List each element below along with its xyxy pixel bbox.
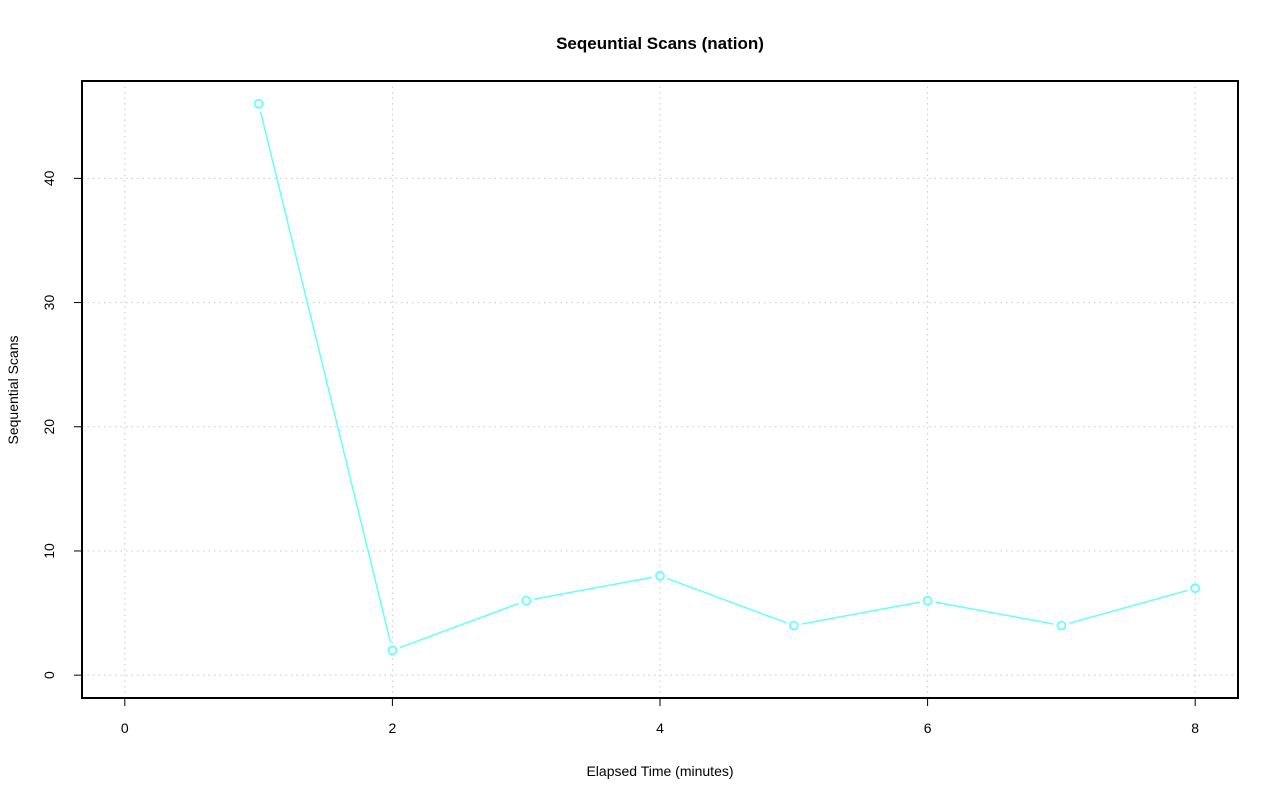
x-tick-label: 6 <box>924 720 932 736</box>
grid <box>82 81 1238 698</box>
x-tick-label: 4 <box>656 720 664 736</box>
x-tick-label: 8 <box>1191 720 1199 736</box>
y-tick-label: 40 <box>41 170 57 186</box>
y-tick-label: 30 <box>41 295 57 311</box>
data-point <box>655 570 665 581</box>
series-segment <box>399 602 519 649</box>
data-point <box>922 595 933 606</box>
y-axis-label: Sequential Scans <box>5 336 21 445</box>
series-segment <box>935 601 1054 625</box>
data-point <box>1056 620 1067 631</box>
data-point <box>387 645 398 656</box>
series-segment <box>801 601 920 625</box>
series-segment <box>259 111 392 643</box>
series-segment <box>667 577 787 624</box>
x-tick-label: 0 <box>121 720 129 736</box>
x-axis-label: Elapsed Time (minutes) <box>586 763 733 779</box>
plot-frame <box>81 80 1239 699</box>
y-tick-label: 0 <box>41 671 57 679</box>
y-tick-label: 10 <box>41 543 57 559</box>
axes: 0 2 4 6 8 0 10 20 30 40 <box>41 170 1199 736</box>
data-point <box>788 620 799 631</box>
x-tick-label: 2 <box>389 720 397 736</box>
data-point <box>1190 583 1201 594</box>
y-tick-label: 20 <box>41 419 57 435</box>
series <box>253 98 1201 656</box>
chart-title: Seqeuntial Scans (nation) <box>556 34 764 53</box>
series-segment <box>533 576 653 600</box>
data-point <box>253 98 264 109</box>
data-point <box>521 595 532 606</box>
series-segment <box>1068 589 1188 625</box>
